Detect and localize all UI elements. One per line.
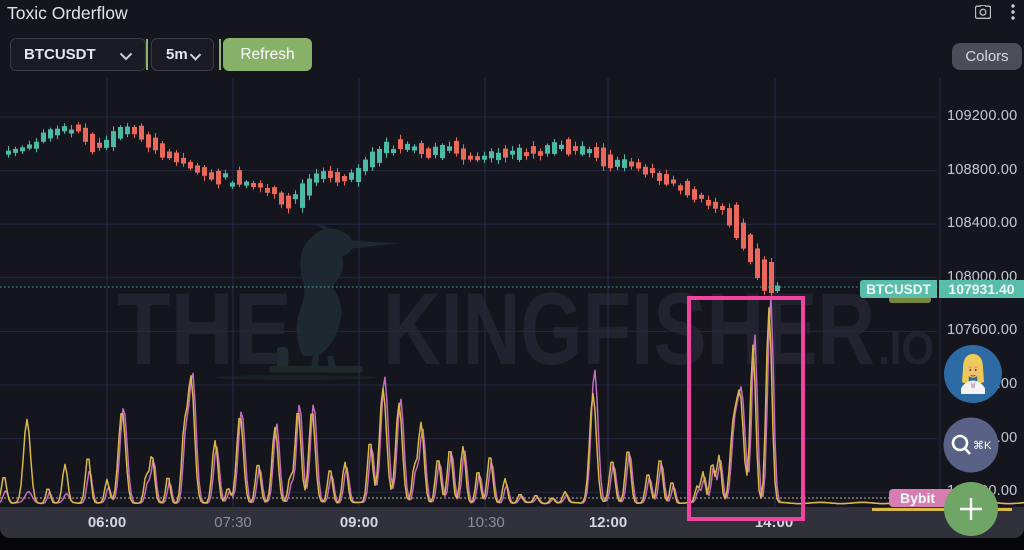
svg-text:.IO: .IO: [878, 322, 934, 374]
svg-text:⌘K: ⌘K: [973, 440, 992, 452]
svg-text:THE: THE: [117, 272, 292, 386]
svg-text:KINGFISHER: KINGFISHER: [383, 272, 875, 386]
